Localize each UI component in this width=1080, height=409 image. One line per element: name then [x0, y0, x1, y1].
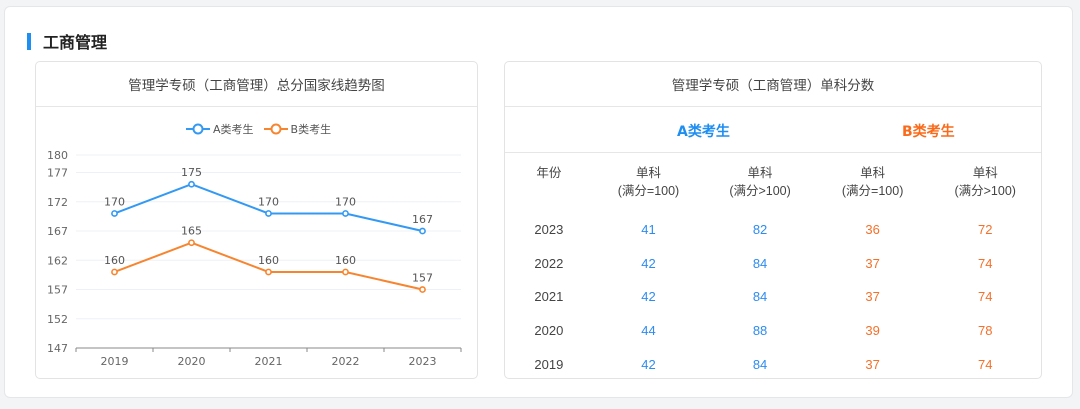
y-tick-label: 157 — [47, 284, 68, 297]
data-point[interactable] — [188, 239, 195, 247]
data-label: 170 — [335, 195, 356, 208]
col-header-a-100: 单科 (满分=100) — [617, 166, 680, 198]
cell-year: 2021 — [534, 289, 564, 305]
cell-a-100: 42 — [641, 255, 656, 271]
legend-line-circle-icon — [186, 123, 210, 135]
legend-item-b[interactable]: B类考生 — [263, 121, 332, 137]
cell-b-100: 37 — [865, 356, 880, 372]
cell-a-100: 41 — [641, 222, 656, 238]
cell-year: 2019 — [534, 356, 564, 372]
y-tick-label: 172 — [47, 196, 68, 209]
cell-b-over100: 78 — [977, 323, 993, 339]
data-label: 170 — [258, 195, 279, 208]
col-header-year: 年份 — [536, 166, 562, 180]
single-subject-title: 管理学专硕（工商管理）单科分数 — [505, 62, 1041, 107]
cell-b-100: 37 — [865, 289, 880, 305]
y-tick-label: 152 — [47, 313, 68, 326]
x-tick-label: 2020 — [178, 355, 206, 368]
data-label: 170 — [104, 195, 125, 208]
scores-table: 年份 单科 (满分=100) 单科 (满分>100) 单科 (满分=100) 单科 (满… — [505, 153, 1041, 381]
table-row: 2022 42 84 37 74 — [505, 247, 1041, 281]
cell-a-100: 42 — [641, 289, 656, 305]
x-tick-label: 2022 — [332, 355, 360, 368]
section-accent-bar — [27, 32, 31, 50]
cell-year: 2022 — [534, 255, 564, 271]
table-row: 2023 41 82 36 72 — [505, 213, 1041, 247]
cell-b-over100: 74 — [977, 356, 993, 372]
trend-chart-title: 管理学专硕（工商管理）总分国家线趋势图 — [36, 62, 477, 107]
data-point[interactable] — [265, 268, 272, 276]
data-label: 175 — [181, 166, 202, 179]
data-point[interactable] — [342, 210, 349, 217]
cell-a-over100: 88 — [752, 323, 768, 339]
cell-year: 2020 — [534, 323, 564, 339]
data-point[interactable] — [342, 268, 349, 276]
data-point[interactable] — [188, 180, 195, 188]
cell-b-over100: 74 — [977, 289, 993, 305]
y-tick-label: 180 — [47, 149, 68, 162]
y-tick-label: 147 — [47, 342, 68, 355]
y-tick-label: 177 — [47, 167, 68, 180]
legend-label-a: A类考生 — [213, 123, 254, 136]
section-header: 工商管理 — [27, 31, 108, 52]
x-tick-label: 2023 — [409, 355, 437, 368]
legend-line-circle-icon — [263, 123, 288, 135]
col-header-b-over100: 单科 (满分>100) — [954, 166, 1016, 198]
data-point[interactable] — [419, 227, 426, 235]
cell-a-over100: 84 — [752, 255, 768, 271]
table-header-row: 年份 单科 (满分=100) 单科 (满分>100) 单科 (满分=100) 单科 (满… — [505, 153, 1041, 213]
data-label: 160 — [335, 254, 356, 267]
cell-b-over100: 74 — [977, 255, 993, 271]
group-a-label: A类考生 — [677, 124, 730, 140]
legend-label-b: B类考生 — [290, 123, 332, 136]
x-tick-label: 2019 — [101, 355, 129, 368]
cell-a-over100: 84 — [752, 356, 768, 372]
cell-b-over100: 72 — [977, 222, 993, 238]
data-label: 167 — [412, 213, 433, 226]
single-subject-panel: 管理学专硕（工商管理）单科分数 A类考生 B类考生 年份 单科 (满分=100) … — [504, 61, 1042, 379]
cell-b-100: 39 — [865, 323, 880, 339]
cell-b-100: 36 — [865, 222, 880, 238]
legend-item-a[interactable]: A类考生 — [186, 121, 254, 137]
cell-a-over100: 82 — [752, 222, 768, 238]
line-chart: 147 152 157 162 167 172 177 180 2019 2020 2021 2022… — [47, 149, 462, 368]
col-header-a-over100: 单科 (满分>100) — [729, 166, 791, 198]
cell-a-over100: 84 — [752, 289, 768, 305]
cell-a-100: 42 — [641, 356, 656, 372]
table-row: 2020 44 88 39 78 — [505, 314, 1041, 348]
data-point[interactable] — [265, 210, 272, 217]
group-header-row: A类考生 B类考生 — [505, 107, 1041, 153]
section-title: 工商管理 — [43, 33, 108, 52]
x-tick-label: 2021 — [255, 355, 283, 368]
col-header-b-100: 单科 (满分=100) — [841, 166, 904, 198]
data-point[interactable] — [111, 268, 118, 276]
data-point[interactable] — [419, 286, 426, 293]
cell-year: 2023 — [534, 222, 564, 238]
data-label: 160 — [258, 254, 279, 267]
data-label: 165 — [181, 225, 202, 238]
table-row: 2019 42 84 37 74 — [505, 347, 1041, 381]
y-tick-label: 167 — [47, 225, 68, 238]
trend-chart-panel: 管理学专硕（工商管理）总分国家线趋势图 A类考生 B类考生 147 152 157 1… — [35, 61, 478, 379]
y-tick-label: 162 — [47, 254, 68, 267]
cell-b-100: 37 — [865, 255, 880, 271]
data-label: 157 — [412, 272, 433, 285]
table-row: 2021 42 84 37 74 — [505, 280, 1041, 314]
cell-a-100: 44 — [641, 323, 656, 339]
chart-legend: A类考生 B类考生 — [186, 121, 341, 137]
data-label: 160 — [104, 254, 125, 267]
data-point[interactable] — [111, 210, 118, 217]
group-b-label: B类考生 — [902, 124, 955, 140]
